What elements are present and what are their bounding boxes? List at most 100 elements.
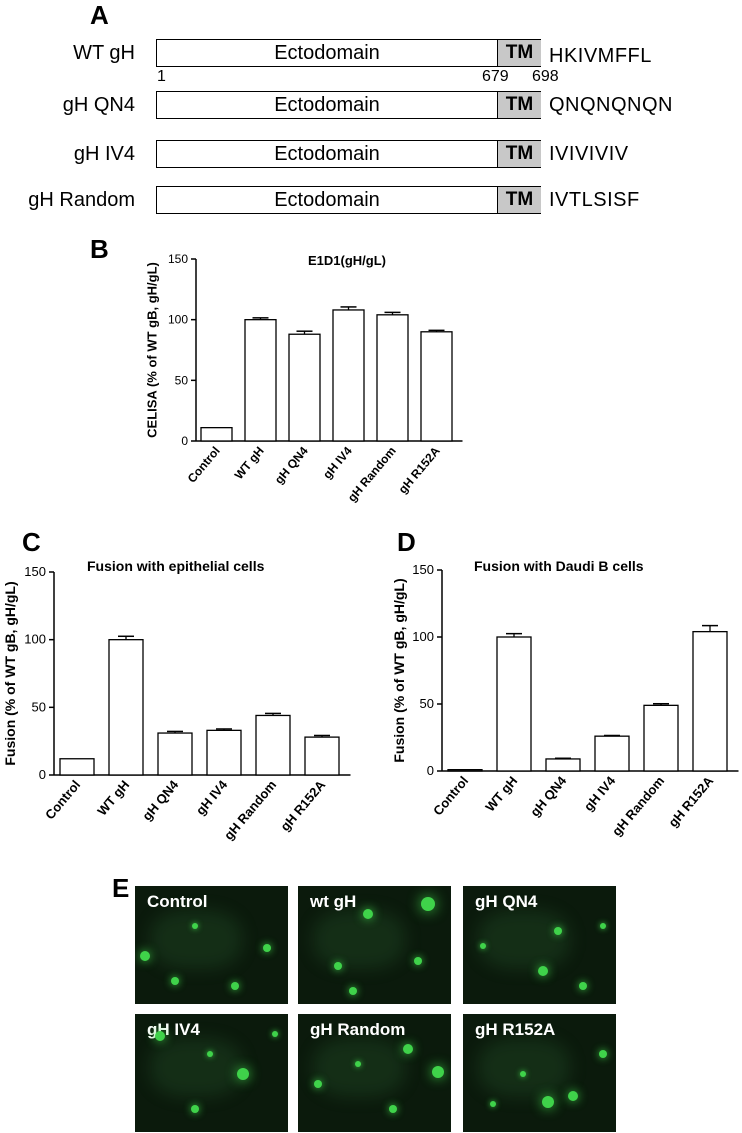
x-tick-label: gH Random: [221, 777, 279, 843]
tail-sequence: QNQNQNQN: [549, 94, 673, 116]
bar: [304, 736, 340, 776]
fluorescent-cell: [349, 987, 357, 995]
x-tick-label: gH IV4: [581, 773, 619, 814]
tm-label: TM: [497, 92, 541, 118]
background-fluorescence: [150, 909, 243, 969]
construct-row-qn4: gH QN4 Ectodomain TM QNQNQNQN: [0, 91, 742, 121]
construct-row-wt: WT gH Ectodomain TM HKIVMFFL: [0, 39, 742, 69]
fluorescent-cell: [334, 962, 342, 970]
y-tick-label: 150: [412, 562, 434, 577]
x-tick-label: gH QN4: [139, 777, 182, 824]
micrograph-gh-r152a: gH R152A: [463, 1014, 616, 1132]
x-tick-label: WT gH: [94, 777, 132, 818]
y-tick-label: 0: [39, 767, 46, 782]
bar: [255, 714, 291, 776]
tail-sequence: HKIVMFFL: [549, 45, 652, 67]
bar: [594, 735, 630, 772]
y-tick-label: 150: [24, 564, 46, 579]
tail-sequence: IVTLSISF: [549, 189, 640, 211]
bar: [59, 758, 95, 776]
panel-d-letter: D: [397, 527, 416, 557]
micrograph-label: Control: [147, 892, 208, 911]
construct-bar: Ectodomain TM: [156, 186, 541, 214]
construct-row-random: gH Random Ectodomain TM IVTLSISF: [0, 186, 742, 216]
construct-label: gH IV4: [73, 143, 135, 165]
construct-row-iv4: gH IV4 Ectodomain TM IVIVIVIV: [0, 140, 742, 170]
x-tick-label: Control: [185, 444, 223, 486]
y-tick-label: 0: [181, 434, 188, 448]
position-tm-end-label: 698: [532, 68, 559, 85]
fluorescent-cell: [314, 1080, 322, 1088]
fluorescent-cell: [490, 1101, 496, 1107]
micrograph-label: wt gH: [310, 892, 357, 911]
ectodomain-label: Ectodomain: [274, 143, 380, 165]
x-tick-label: gH R152A: [277, 777, 328, 834]
fluorescent-cell: [554, 927, 562, 935]
bar: [288, 333, 321, 442]
x-tick-label: gH R152A: [665, 773, 716, 830]
micrograph-wt-gh: wt gH: [298, 886, 451, 1004]
x-tick-label: gH QN4: [527, 773, 570, 820]
ectodomain-label: Ectodomain: [274, 94, 380, 116]
fluorescent-cell: [600, 923, 606, 929]
bar: [206, 729, 242, 776]
chart-title: E1D1(gH/gL): [308, 253, 386, 268]
fluorescent-cell: [263, 944, 271, 952]
micrograph-gh-random: gH Random: [298, 1014, 451, 1132]
x-tick-label: Control: [430, 773, 471, 818]
bar: [420, 331, 453, 442]
y-tick-label: 50: [175, 373, 189, 387]
background-fluorescence: [478, 909, 571, 969]
x-tick-label: gH IV4: [320, 444, 355, 482]
bar: [496, 636, 532, 772]
chart-title: Fusion with Daudi B cells: [474, 558, 644, 574]
fluorescent-cell: [389, 1105, 397, 1113]
chart-title: Fusion with epithelial cells: [87, 558, 265, 574]
y-tick-label: 100: [24, 632, 46, 647]
background-fluorescence: [313, 909, 406, 969]
y-axis-label: CELISA (% of WT gB, gH/gL): [145, 262, 160, 438]
bar: [332, 309, 365, 442]
fluorescent-cell: [363, 909, 373, 919]
ectodomain-label: Ectodomain: [274, 189, 380, 211]
tm-label: TM: [497, 141, 541, 167]
panel-b-letter: B: [90, 234, 109, 264]
construct-label: WT gH: [73, 42, 135, 64]
fluorescent-cell: [355, 1061, 361, 1067]
fluorescent-cell: [520, 1071, 526, 1077]
panel-c-letter: C: [22, 527, 41, 557]
background-fluorescence: [478, 1037, 571, 1097]
x-tick-label: WT gH: [232, 444, 267, 482]
x-tick-label: gH QN4: [272, 444, 311, 487]
position-tm-start-label: 679: [482, 68, 509, 85]
micrograph-label: gH QN4: [475, 892, 538, 911]
construct-bar: Ectodomain TM: [156, 91, 541, 119]
micrograph-label: gH Random: [310, 1020, 406, 1039]
x-tick-label: WT gH: [482, 773, 520, 814]
position-start-label: 1: [157, 68, 166, 85]
construct-bar: Ectodomain TM: [156, 140, 541, 168]
x-tick-label: Control: [42, 777, 83, 822]
y-axis-label: Fusion (% of WT gB, gH/gL): [2, 581, 18, 765]
y-axis-label: Fusion (% of WT gB, gH/gL): [391, 578, 407, 762]
fluorescent-cell: [414, 957, 422, 965]
fluorescent-cell: [231, 982, 239, 990]
bar: [157, 732, 193, 776]
background-fluorescence: [313, 1037, 406, 1097]
micrograph-gh-iv4: gH IV4: [135, 1014, 288, 1132]
fluorescent-cell: [568, 1091, 578, 1101]
tm-label: TM: [497, 187, 541, 213]
fluorescent-cell: [171, 977, 179, 985]
fluorescent-cell: [538, 966, 548, 976]
fluorescent-cell: [579, 982, 587, 990]
micrograph-control: Control: [135, 886, 288, 1004]
fluorescent-cell: [432, 1066, 444, 1078]
fluorescent-cell: [421, 897, 435, 911]
construct-label: gH Random: [28, 189, 135, 211]
fluorescent-cell: [542, 1096, 554, 1108]
ectodomain-label: Ectodomain: [274, 42, 380, 64]
fluorescent-cell: [237, 1068, 249, 1080]
panel-a-letter: A: [90, 0, 109, 30]
y-tick-label: 0: [427, 763, 434, 778]
micrograph-gh-qn4: gH QN4: [463, 886, 616, 1004]
